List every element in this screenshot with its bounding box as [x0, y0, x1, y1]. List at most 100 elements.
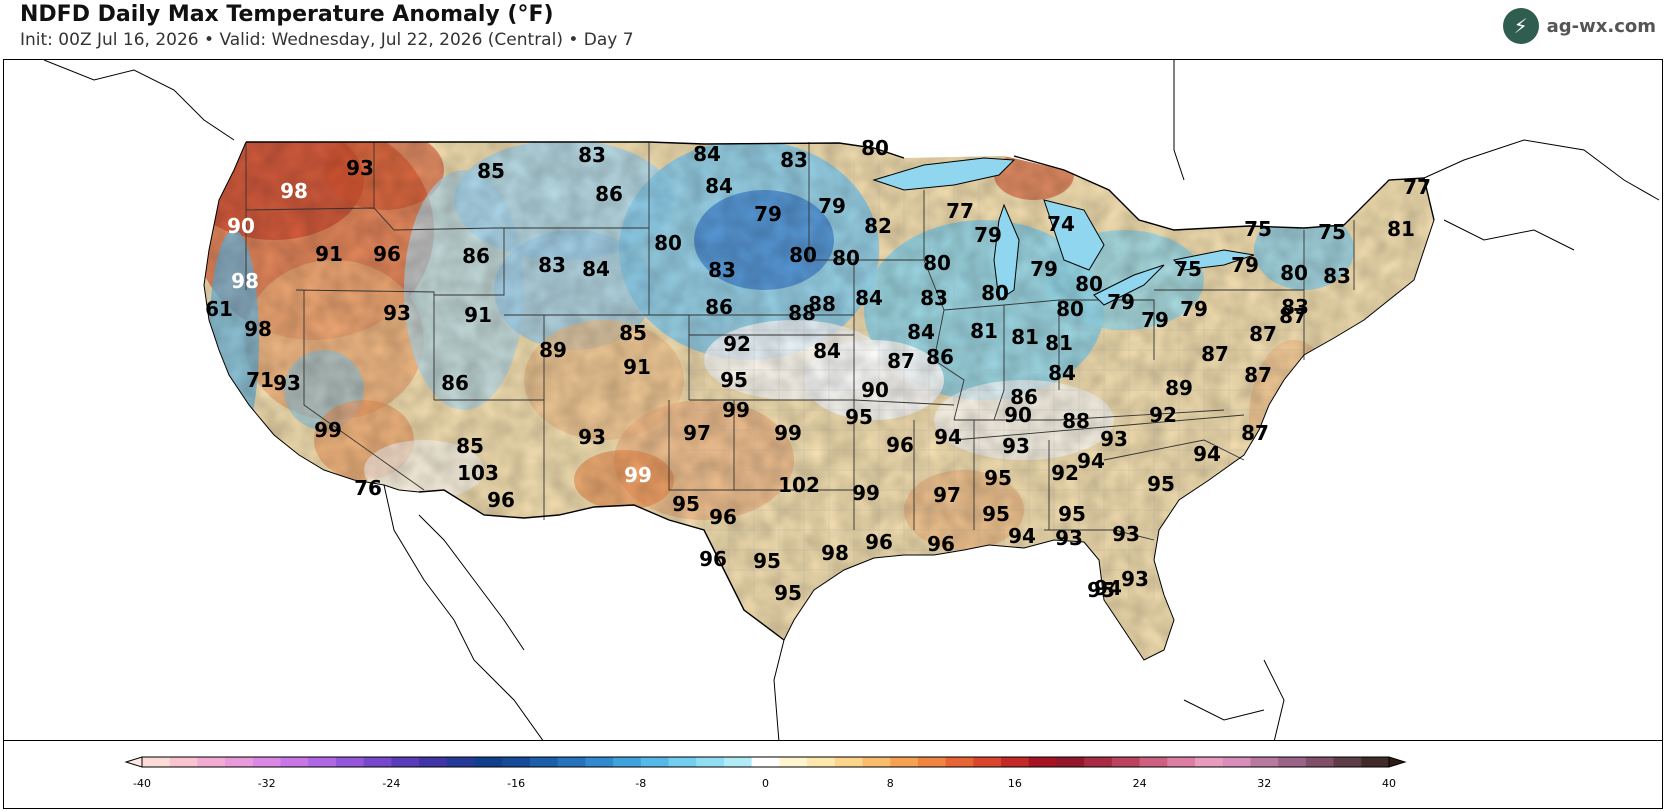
colorbar-ticks: -40 -32 -24 -16 -8 0 8 16 24 32 40: [133, 777, 1396, 790]
colorbar-swatch: [474, 757, 503, 767]
map-panel: 93 98 85 83 84 83 80 86 84 90 79 79 77 82 74 79 75 75 77 81…: [3, 59, 1663, 741]
great-lakes: [872, 157, 1255, 306]
city-temperature-label: 84: [907, 320, 935, 344]
colorbar-swatch: [1305, 757, 1335, 767]
city-temperature-label: 93: [1002, 434, 1030, 458]
colorbar-swatch: [945, 757, 974, 767]
city-temperature-label: 87: [1241, 421, 1269, 445]
city-temperature-label: 103: [457, 461, 499, 485]
city-temperature-label: 99: [774, 421, 802, 445]
city-temperature-label: 75: [1318, 220, 1346, 244]
city-temperature-label: 89: [539, 338, 567, 362]
city-temperature-label: 98: [280, 179, 308, 203]
city-temperature-label: 99: [624, 463, 652, 487]
map-subtitle: Init: 00Z Jul 16, 2026 • Valid: Wednesda…: [20, 30, 634, 50]
colorbar-swatch: [225, 757, 254, 767]
city-temperature-label: 93: [1112, 522, 1140, 546]
colorbar-swatches: [124, 756, 1407, 768]
colorbar-tick-label: 8: [887, 777, 894, 790]
city-temperature-label: 95: [672, 492, 700, 516]
city-temperature-label: 71: [246, 368, 274, 392]
city-temperature-label: 76: [354, 476, 382, 500]
city-temperature-label: 79: [1030, 257, 1058, 281]
colorbar-swatch: [890, 757, 919, 767]
city-temperature-label: 88: [788, 301, 816, 325]
colorbar-swatch: [613, 757, 642, 767]
city-temperature-label: 75: [1244, 217, 1272, 241]
city-temperature-label: 79: [974, 223, 1002, 247]
city-temperature-label: 87: [1249, 322, 1277, 346]
city-temperature-label: 94: [934, 425, 962, 449]
city-temperature-label: 86: [595, 182, 623, 206]
city-temperature-label: 84: [705, 174, 733, 198]
colorbar-swatch: [308, 757, 337, 767]
city-temperature-label: 96: [865, 530, 893, 554]
city-temperature-label: 79: [1231, 253, 1259, 277]
city-temperature-label: 92: [1051, 461, 1079, 485]
city-temperature-label: 95: [845, 405, 873, 429]
country-borders: [246, 141, 1435, 641]
city-temperature-label: 98: [231, 269, 259, 293]
brand[interactable]: ⚡ ag-wx.com: [1502, 8, 1656, 44]
city-temperature-label: 80: [654, 231, 682, 255]
colorbar: -40 -32 -24 -16 -8 0 8 16 24 32 40: [124, 756, 1407, 790]
city-temperature-label: 91: [464, 303, 492, 327]
city-temperature-label: 98: [821, 541, 849, 565]
city-temperature-label: 95: [720, 368, 748, 392]
city-temperature-label: 93: [273, 371, 301, 395]
city-temperature-label: 94: [1193, 442, 1221, 466]
city-temperature-label: 93: [346, 156, 374, 180]
city-temperature-label: 95: [753, 549, 781, 573]
colorbar-swatch: [169, 757, 198, 767]
city-temperature-label: 97: [683, 421, 711, 445]
city-temperature-label: 61: [205, 297, 233, 321]
colorbar-swatch: [197, 757, 226, 767]
colorbar-swatch: [446, 757, 476, 767]
city-temperature-label: 86: [462, 244, 490, 268]
city-temperature-label: 93: [1121, 567, 1149, 591]
city-temperature-label: 74: [1047, 212, 1075, 236]
colorbar-swatch: [252, 757, 282, 767]
state-borders: [245, 142, 1355, 541]
city-temperature-label: 79: [754, 202, 782, 226]
city-temperature-label: 96: [886, 433, 914, 457]
colorbar-swatch: [391, 757, 420, 767]
city-temperature-label: 85: [477, 159, 505, 183]
city-temperature-label: 84: [693, 142, 721, 166]
city-temperature-label: 91: [623, 355, 651, 379]
city-temperature-label: 96: [699, 547, 727, 571]
city-temperature-label: 96: [927, 532, 955, 556]
colorbar-swatch: [557, 757, 586, 767]
city-temperature-label: 86: [705, 295, 733, 319]
map-title: NDFD Daily Max Temperature Anomaly (°F): [20, 2, 554, 27]
colorbar-swatch: [1167, 757, 1196, 767]
city-temperature-label: 81: [970, 319, 998, 343]
city-temperature-label: 96: [487, 488, 515, 512]
city-temperature-label: 80: [1056, 297, 1084, 321]
colorbar-tick-label: 16: [1008, 777, 1022, 790]
city-temperature-label: 81: [1045, 331, 1073, 355]
city-temperature-label: 79: [818, 194, 846, 218]
city-temperature-label: 93: [1100, 427, 1128, 451]
city-temperature-label: 92: [723, 332, 751, 356]
city-temperature-label: 95: [774, 581, 802, 605]
city-temperature-label: 79: [1180, 297, 1208, 321]
colorbar-swatch: [917, 757, 947, 767]
colorbar-tick-label: -24: [382, 777, 400, 790]
city-temperature-label: 83: [920, 286, 948, 310]
colorbar-swatch: [779, 757, 808, 767]
city-temperature-label: 80: [1075, 272, 1103, 296]
colorbar-swatch: [419, 757, 448, 767]
brand-name: ag-wx.com: [1546, 15, 1656, 37]
city-temperature-label: 94: [1077, 449, 1105, 473]
colorbar-swatch: [1028, 757, 1057, 767]
city-temperature-label: 77: [946, 199, 974, 223]
city-temperature-label: 90: [227, 214, 255, 238]
city-temperature-label: 75: [1174, 257, 1202, 281]
colorbar-swatch: [502, 757, 531, 767]
city-temperature-label: 77: [1403, 175, 1431, 199]
city-temperature-label: 85: [619, 321, 647, 345]
colorbar-swatch: [1333, 757, 1362, 767]
city-temperature-label: 86: [926, 345, 954, 369]
